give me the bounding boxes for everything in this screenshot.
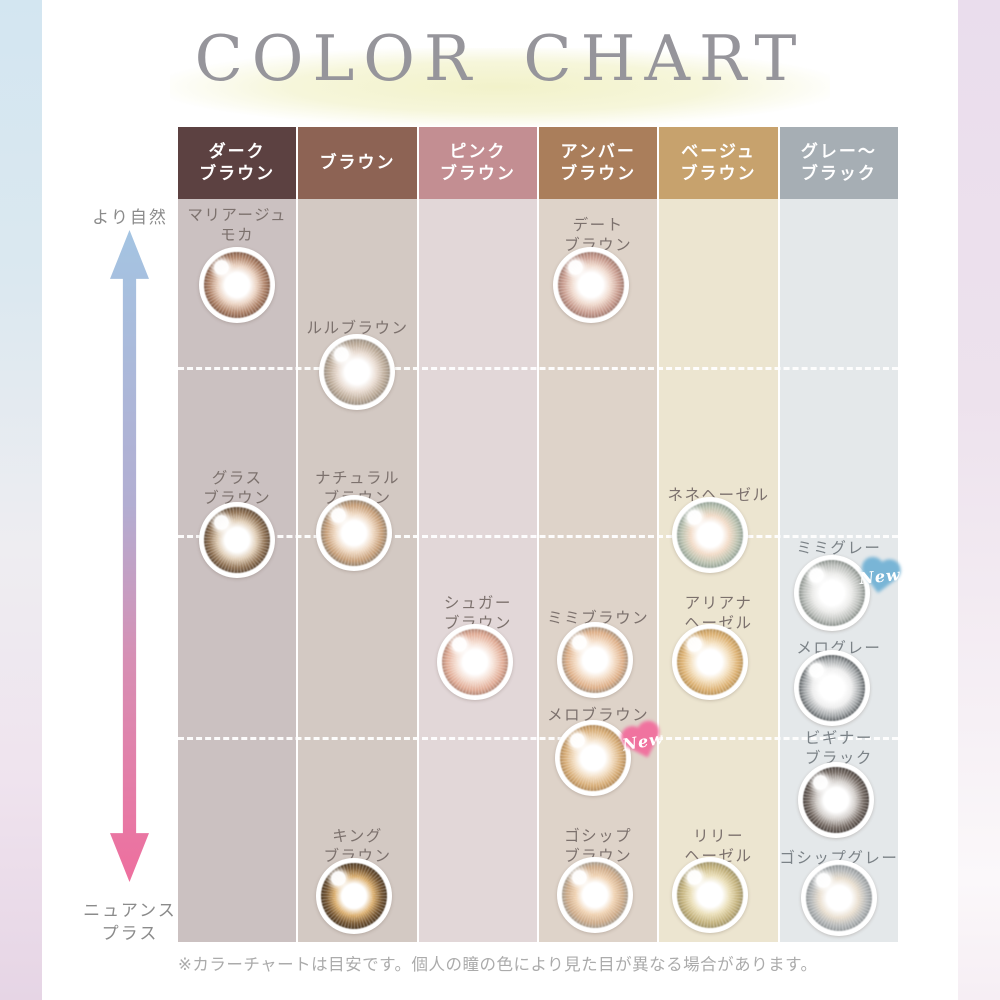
column-header-label: ブラウン [439,164,516,184]
lens-iris [677,862,744,928]
lens-swatch-アリアナヘーゼル [672,624,749,700]
column-header-pink-brown: ピンク ブラウン [418,127,537,199]
lens-swatch-ビギナーブラック [797,762,874,838]
lens-swatch-グラスブラウン [199,502,276,578]
lens-iris [802,767,869,833]
lens-iris [441,629,508,695]
column-gray-black: グレー～ ブラック ミミグレー New メログレー ビギナー ブラック ゴシップグレー [779,127,901,942]
lens-label: ビギナー ブラック [804,729,873,767]
lens-label: ゴシップグレー [779,849,899,867]
column-header-label: ブラック [800,164,877,184]
title-glow [170,48,830,126]
column-pink-brown: ピンク ブラウンシュガー ブラウン [418,127,537,942]
column-header-brown: ブラウン [298,127,417,199]
column-beige-brown: ベージュ ブラウン ネネヘーゼル アリアナ ヘーゼル リリー ヘーゼル [659,127,778,942]
lens-iris [324,339,391,405]
lens-label: ミミブラウン [547,609,650,627]
column-header-gray-black: グレー～ ブラック [779,127,898,199]
column-body-amber-brown [539,199,658,942]
lens-iris [805,865,872,931]
lens-swatch-シュガーブラウン [436,624,513,700]
column-header-beige-brown: ベージュ ブラウン [659,127,778,199]
axis-label-nuance-plus: ニュアンス プラス [83,901,177,944]
column-header-label: ブラウン [560,164,637,184]
lens-label: シュガー ブラウン [443,594,512,632]
footnote: ※カラーチャートは目安です。個人の瞳の色により見た目が異なる場合があります。 [178,955,818,974]
lens-swatch-メロブラウン [555,720,632,796]
lens-label: ネネヘーゼル [667,486,770,504]
column-dark-brown: ダーク ブラウンマリアージュ モカ グラス ブラウン [178,127,297,942]
page-title: COLOR CHART [194,22,806,95]
lens-label: グラス ブラウン [203,469,272,507]
lens-label: ルルブラウン [306,319,409,337]
color-chart-grid: ダークブラウンマリアージュモカグラスブラウンブラウンルルブラウンナチュラルブラウ… [178,127,901,942]
lens-swatch-ゴシップグレー [800,860,877,936]
column-amber-brown: アンバー ブラウン デート ブラウン ミミブラウン メロブラウン New ゴシップ ブラウン [539,127,665,942]
lens-label: ミミグレー [796,539,882,557]
lens-swatch-キングブラウン [316,858,393,934]
dashed-guide-line-2 [178,535,898,538]
column-body-pink-brown [418,199,537,942]
lens-iris [677,629,744,695]
background-gradient-left [0,0,42,1000]
column-header-dark-brown: ダーク ブラウン [178,127,297,199]
lens-iris [562,862,629,928]
lens-iris [204,252,271,318]
column-header-label: ダーク [208,142,266,162]
lens-swatch-ゴシップブラウン [557,857,634,933]
column-header-label: ブラウン [680,164,757,184]
lens-swatch-ミミブラウン [557,622,634,698]
new-badge-heart-icon: New [615,720,671,770]
column-header-label: ブラウン [319,153,396,173]
lens-iris [321,863,388,929]
lens-swatch-ルルブラウン [319,334,396,410]
dashed-guide-line-3 [178,737,898,740]
lens-swatch-メログレー [793,650,870,726]
column-header-label: アンバー [560,142,636,162]
lens-label: マリアージュ モカ [187,206,287,244]
lens-swatch-マリアージュモカ [199,247,276,323]
new-badge-heart-icon: New [852,555,908,605]
background-gradient-right [958,0,1000,1000]
lens-iris [798,655,865,721]
lens-swatch-ネネヘーゼル [672,497,749,573]
lens-iris [562,627,629,693]
dashed-guide-line-1 [178,367,898,370]
lens-label: メロブラウン [547,706,650,724]
column-header-label: ベージュ [681,142,756,162]
lens-iris [321,500,388,566]
column-brown: ブラウンルルブラウンナチュラルブラウンキングブラウン [298,127,417,942]
natural-nuance-axis: より自然 ニュアンス プラス [70,200,190,950]
column-header-label: グレー～ [800,142,877,162]
column-header-amber-brown: アンバー ブラウン [539,127,658,199]
lens-swatch-ナチュラルブラウン [316,495,393,571]
column-header-label: ブラウン [199,164,276,184]
lens-iris [204,507,271,573]
new-badge-label: New [857,564,902,589]
lens-swatch-リリーヘーゼル [672,857,749,933]
lens-iris [560,725,627,791]
column-header-label: ピンク [449,142,507,162]
axis-label-more-natural: より自然 [92,208,168,228]
lens-swatch-デートブラウン [553,247,630,323]
lens-iris [798,560,865,626]
lens-iris [558,252,625,318]
gradient-double-arrow-icon [110,230,149,882]
lens-iris [677,502,744,568]
